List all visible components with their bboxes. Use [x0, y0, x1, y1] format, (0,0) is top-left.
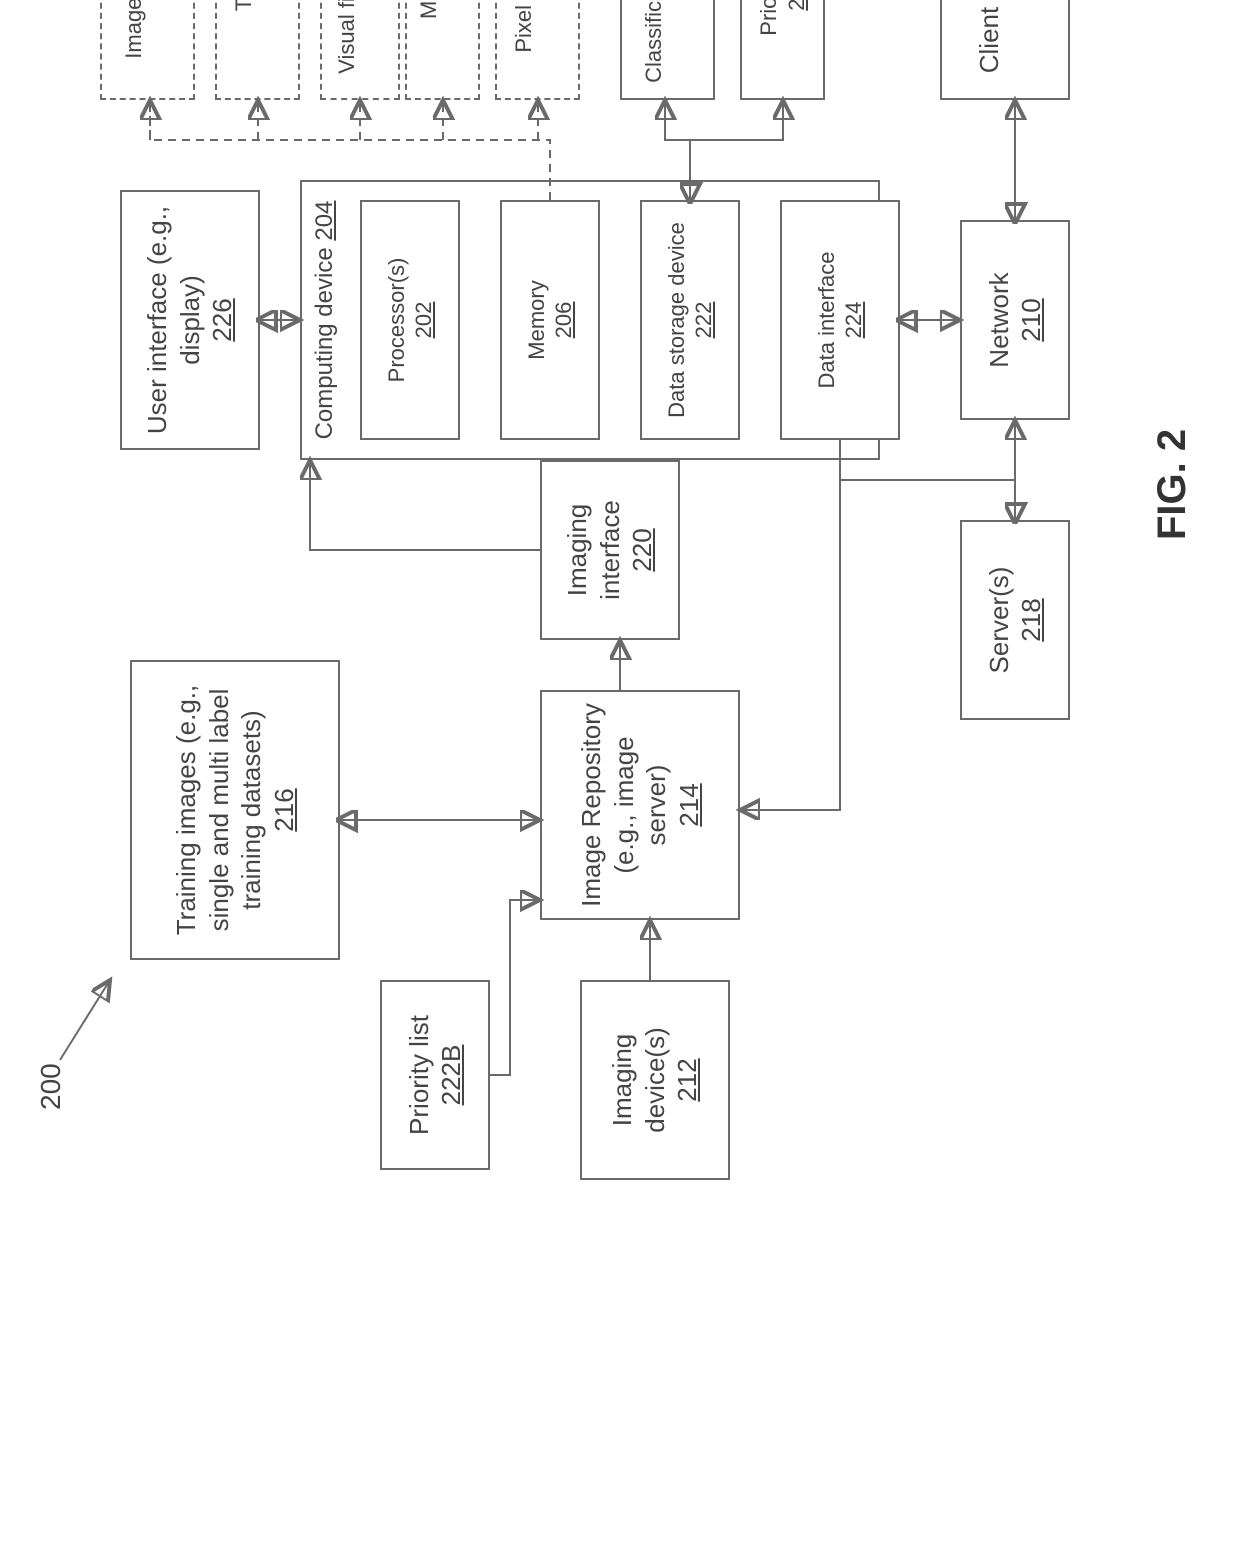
system-ref-label: 200	[35, 1063, 67, 1110]
diagram-canvas: 200 FIG. 2 Imaging device(s) 212 Image R…	[0, 0, 1240, 1240]
node-processors: Processor(s) 202	[360, 200, 460, 440]
node-client-terminals: Client terminal(s) 208	[940, 0, 1070, 100]
diagram-stage: 200 FIG. 2 Imaging device(s) 212 Image R…	[0, 0, 1240, 1240]
node-mini-auc: Mini-AUC code 206D	[405, 0, 480, 100]
node-priority-list-right: Priority list 222B	[740, 0, 825, 100]
figure-label: FIG. 2	[1150, 429, 1195, 540]
node-class-nn: Classification neural network(s) 222A	[620, 0, 715, 100]
node-vis-filter-nn: Visual filter neural network 206C	[320, 0, 400, 100]
node-img-proc-code: Image processing code 206A	[100, 0, 195, 100]
node-imaging-interface: Imaging interface 220	[540, 460, 680, 640]
node-data-interface: Data interface 224	[780, 200, 900, 440]
node-network: Network 210	[960, 220, 1070, 420]
node-user-interface: User interface (e.g., display) 226	[120, 190, 260, 450]
node-servers: Server(s) 218	[960, 520, 1070, 720]
node-image-repo: Image Repository (e.g., image server) 21…	[540, 690, 740, 920]
node-pixel-adj: Pixel adjustment code 206E	[495, 0, 580, 100]
node-memory: Memory 206	[500, 200, 600, 440]
node-priority-list-left: Priority list 222B	[380, 980, 490, 1170]
node-training-code: Training code 206B	[215, 0, 300, 100]
node-imaging-device: Imaging device(s) 212	[580, 980, 730, 1180]
node-training-images: Training images (e.g., single and multi …	[130, 660, 340, 960]
node-data-storage: Data storage device 222	[640, 200, 740, 440]
